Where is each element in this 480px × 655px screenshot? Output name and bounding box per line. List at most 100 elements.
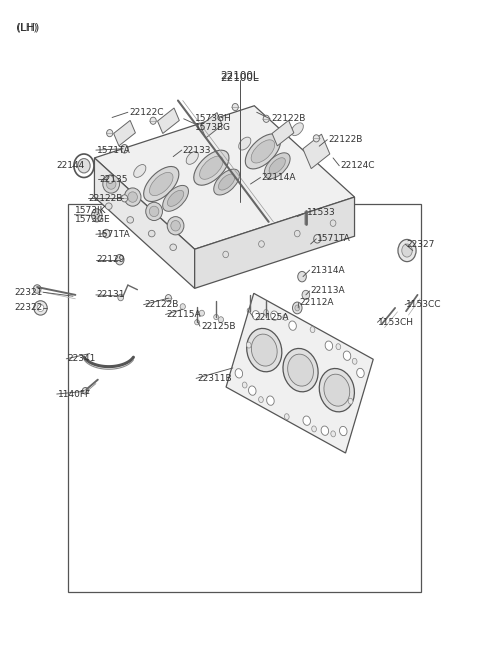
- Ellipse shape: [402, 244, 412, 257]
- Ellipse shape: [107, 130, 113, 137]
- Ellipse shape: [116, 254, 124, 265]
- Ellipse shape: [251, 140, 275, 163]
- Text: 22112A: 22112A: [300, 298, 334, 307]
- Ellipse shape: [302, 290, 310, 299]
- Text: 22144: 22144: [56, 161, 84, 170]
- Ellipse shape: [171, 221, 180, 231]
- Text: 1153CC: 1153CC: [406, 300, 442, 309]
- Text: 1571TA: 1571TA: [97, 230, 131, 238]
- Ellipse shape: [37, 305, 44, 312]
- Ellipse shape: [267, 396, 274, 405]
- Ellipse shape: [314, 234, 321, 243]
- Text: 22135: 22135: [99, 175, 128, 184]
- Polygon shape: [157, 108, 180, 134]
- Ellipse shape: [339, 426, 347, 436]
- Ellipse shape: [232, 103, 239, 111]
- Ellipse shape: [78, 159, 90, 173]
- Ellipse shape: [247, 328, 282, 372]
- Text: 22100L: 22100L: [221, 71, 259, 81]
- Ellipse shape: [118, 294, 123, 301]
- Ellipse shape: [200, 156, 223, 179]
- Text: 1573GE: 1573GE: [75, 215, 111, 224]
- Ellipse shape: [103, 175, 120, 193]
- Text: 22124C: 22124C: [340, 161, 375, 170]
- Ellipse shape: [295, 305, 300, 311]
- Ellipse shape: [245, 134, 280, 169]
- Ellipse shape: [283, 314, 288, 320]
- Polygon shape: [272, 121, 294, 146]
- Ellipse shape: [357, 368, 364, 378]
- Ellipse shape: [149, 172, 173, 196]
- Ellipse shape: [249, 386, 256, 395]
- Text: 1571TA: 1571TA: [317, 234, 351, 243]
- Ellipse shape: [264, 309, 268, 316]
- Ellipse shape: [194, 150, 229, 185]
- Ellipse shape: [264, 314, 269, 320]
- Polygon shape: [95, 105, 355, 250]
- Polygon shape: [226, 293, 373, 453]
- Text: 1571TA: 1571TA: [97, 145, 131, 155]
- Ellipse shape: [124, 188, 141, 206]
- Ellipse shape: [134, 164, 146, 178]
- Ellipse shape: [321, 426, 329, 436]
- Ellipse shape: [324, 374, 350, 406]
- Ellipse shape: [246, 342, 251, 348]
- Ellipse shape: [330, 220, 336, 227]
- Ellipse shape: [310, 327, 315, 333]
- Polygon shape: [201, 113, 222, 138]
- Ellipse shape: [214, 314, 218, 320]
- Text: 22115A: 22115A: [167, 310, 201, 319]
- Ellipse shape: [312, 426, 316, 432]
- Text: 22122B: 22122B: [89, 194, 123, 203]
- Ellipse shape: [195, 320, 199, 325]
- Text: 22125B: 22125B: [201, 322, 235, 331]
- Ellipse shape: [343, 351, 351, 360]
- Ellipse shape: [223, 251, 228, 257]
- Text: 1573JK: 1573JK: [75, 206, 107, 215]
- Text: 22122B: 22122B: [271, 114, 305, 123]
- Ellipse shape: [144, 166, 179, 202]
- Ellipse shape: [121, 145, 128, 153]
- Ellipse shape: [263, 115, 269, 122]
- Text: 22125A: 22125A: [254, 312, 289, 322]
- Ellipse shape: [303, 416, 311, 425]
- Ellipse shape: [107, 176, 114, 183]
- Text: 22114A: 22114A: [262, 173, 296, 182]
- Text: 22311B: 22311B: [197, 374, 232, 383]
- Text: 22122B: 22122B: [328, 135, 363, 144]
- Ellipse shape: [218, 174, 235, 190]
- Ellipse shape: [121, 195, 128, 202]
- Text: 1140FF: 1140FF: [58, 390, 91, 398]
- Ellipse shape: [319, 369, 354, 412]
- Ellipse shape: [298, 271, 306, 282]
- Text: 11533: 11533: [307, 208, 336, 217]
- Ellipse shape: [259, 241, 264, 248]
- Text: 1573GH: 1573GH: [195, 114, 231, 123]
- Ellipse shape: [247, 308, 252, 313]
- Text: 22133: 22133: [183, 145, 211, 155]
- Ellipse shape: [252, 310, 260, 320]
- Text: (LH): (LH): [16, 22, 37, 32]
- Ellipse shape: [239, 137, 251, 150]
- Ellipse shape: [289, 321, 296, 330]
- Text: 22113A: 22113A: [311, 286, 345, 295]
- Ellipse shape: [168, 191, 184, 206]
- Ellipse shape: [294, 231, 300, 237]
- Ellipse shape: [103, 229, 110, 238]
- Ellipse shape: [214, 169, 240, 195]
- Ellipse shape: [163, 185, 189, 212]
- Text: 22131: 22131: [97, 290, 125, 299]
- Ellipse shape: [218, 317, 224, 323]
- Ellipse shape: [283, 348, 318, 392]
- Ellipse shape: [186, 151, 198, 164]
- Text: (LH): (LH): [16, 22, 39, 32]
- Ellipse shape: [146, 202, 162, 221]
- Ellipse shape: [127, 217, 133, 223]
- Text: 22327: 22327: [406, 240, 434, 248]
- Polygon shape: [114, 121, 135, 146]
- Ellipse shape: [242, 382, 247, 388]
- Ellipse shape: [235, 369, 242, 378]
- Ellipse shape: [82, 388, 88, 394]
- Ellipse shape: [352, 358, 357, 364]
- Text: 22321: 22321: [15, 288, 43, 297]
